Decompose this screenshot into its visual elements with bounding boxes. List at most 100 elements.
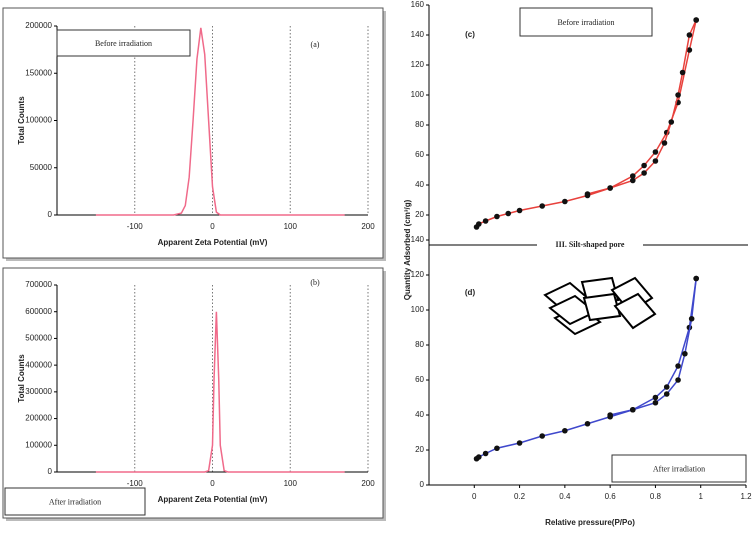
data-point	[476, 221, 482, 227]
panel-label: (d)	[465, 288, 476, 297]
data-point	[494, 445, 500, 452]
data-point	[539, 203, 546, 209]
series-line	[609, 278, 697, 416]
data-point	[629, 177, 636, 184]
note: After irradiation	[653, 464, 705, 473]
data-point	[682, 350, 688, 357]
y-tick-label: 60	[415, 375, 424, 384]
y-axis-label: Total Counts	[17, 354, 26, 403]
data-point	[584, 420, 591, 427]
x-tick-label: 0	[472, 492, 477, 501]
panel-label: (a)	[311, 40, 320, 49]
panel-label: (c)	[465, 30, 475, 39]
data-point	[693, 275, 699, 282]
data-point	[539, 433, 546, 439]
data-point	[562, 198, 568, 205]
data-point	[607, 185, 613, 191]
note: Before irradiation	[557, 18, 614, 27]
y-tick-label: 40	[415, 180, 424, 189]
data-point	[652, 149, 659, 155]
x-axis-label: Apparent Zeta Potential (mV)	[158, 238, 268, 247]
data-point	[505, 210, 512, 217]
divider-label: III. Silt-shaped pore	[556, 240, 625, 249]
data-point	[629, 173, 636, 179]
y-tick-label: 80	[415, 120, 424, 129]
data-point	[675, 377, 681, 383]
x-tick-label: 0.4	[559, 492, 571, 501]
data-point	[629, 406, 636, 413]
y-tick-label: 100	[411, 90, 425, 99]
data-point	[675, 92, 681, 98]
y-tick-label: 120	[411, 270, 425, 279]
y-tick-label: 160	[411, 0, 425, 9]
y-tick-label: 200000	[25, 21, 52, 30]
data-point	[476, 454, 482, 460]
pore-icon	[543, 276, 657, 336]
data-point	[516, 207, 523, 214]
x-tick-label: 1	[698, 492, 703, 501]
data-point	[661, 140, 668, 146]
x-axis-label: Apparent Zeta Potential (mV)	[158, 495, 268, 504]
x-tick-label: 200	[361, 479, 375, 488]
x-tick-label: 0.8	[650, 492, 662, 501]
y-tick-label: 200000	[25, 414, 52, 423]
note-box	[611, 454, 747, 483]
y-tick-label: 50000	[30, 163, 53, 172]
y-tick-label: 700000	[25, 280, 52, 289]
data-point	[663, 384, 670, 390]
data-point	[482, 218, 489, 224]
panel-label: (b)	[310, 278, 320, 287]
data-point	[516, 440, 523, 446]
x-tick-label: 1.2	[740, 492, 752, 501]
y-tick-label: 60	[415, 150, 424, 159]
data-point	[607, 412, 613, 418]
y-axis-label: Total Counts	[17, 96, 26, 145]
y-tick-label: 20	[415, 210, 424, 219]
y-tick-label: 300000	[25, 387, 52, 396]
x-tick-label: 0.2	[514, 492, 526, 501]
series-line	[95, 311, 345, 473]
note: After irradiation	[49, 497, 101, 506]
x-tick-label: 100	[284, 479, 298, 488]
y-tick-label: 500000	[25, 334, 52, 343]
note-box	[56, 29, 191, 57]
x-tick-label: -100	[127, 479, 144, 488]
y-tick-label: 0	[420, 480, 425, 489]
y-tick-label: 140	[411, 30, 425, 39]
data-point	[652, 399, 659, 406]
data-point	[652, 158, 659, 164]
y-tick-label: 150000	[25, 68, 52, 77]
y-tick-label: 140	[411, 235, 425, 244]
x-tick-label: 0.6	[605, 492, 617, 501]
panel-frame	[2, 267, 384, 519]
data-point	[675, 363, 681, 369]
x-tick-label: 0	[210, 222, 215, 231]
y-tick-label: 0	[48, 210, 53, 219]
y-tick-label: 0	[48, 467, 53, 476]
x-tick-label: 100	[284, 222, 298, 231]
y-tick-label: 400000	[25, 360, 52, 369]
y-tick-label: 20	[415, 445, 424, 454]
x-tick-label: 200	[361, 222, 375, 231]
data-point	[686, 32, 693, 38]
data-point	[686, 47, 693, 53]
data-point	[641, 170, 647, 176]
note-box	[4, 487, 146, 516]
note-box	[519, 7, 653, 37]
y-tick-label: 80	[415, 340, 424, 349]
data-point	[668, 119, 675, 125]
data-point	[482, 450, 489, 457]
data-point	[494, 213, 500, 220]
data-point	[679, 69, 686, 76]
data-point	[641, 162, 647, 169]
x-tick-label: -100	[127, 222, 144, 231]
data-point	[663, 391, 670, 397]
data-point	[652, 394, 659, 401]
y-tick-label: 100000	[25, 440, 52, 449]
data-point	[584, 191, 591, 197]
divider-gap	[537, 238, 643, 252]
x-tick-label: 0	[210, 479, 215, 488]
y-tick-label: 100	[411, 305, 425, 314]
y-tick-label: 120	[411, 60, 425, 69]
